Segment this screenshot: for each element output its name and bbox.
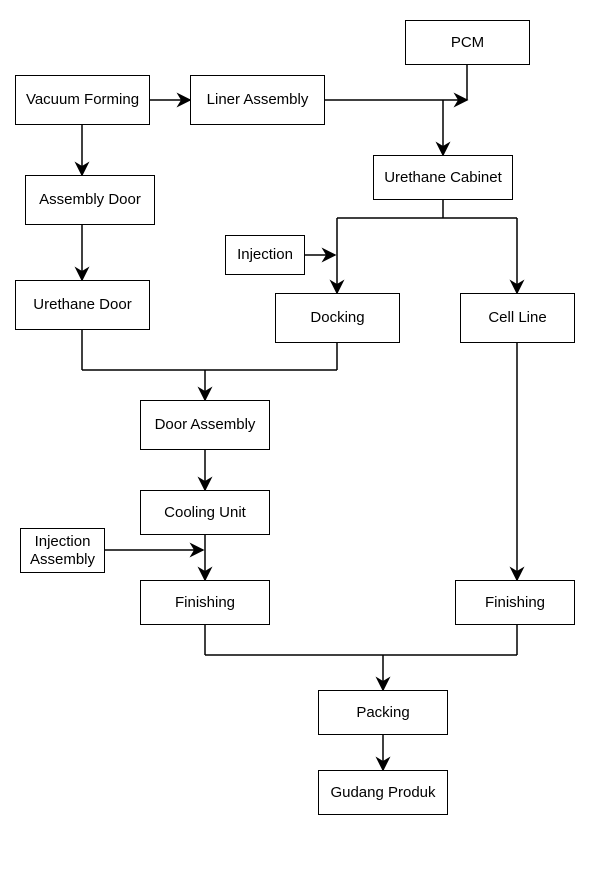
node-label: Cooling Unit: [164, 504, 246, 522]
node-cooling-unit: Cooling Unit: [140, 490, 270, 535]
node-label: Injection Assembly: [30, 533, 95, 569]
node-label: Packing: [356, 704, 409, 722]
node-label: Docking: [310, 309, 364, 327]
flowchart-container: PCM Vacuum Forming Liner Assembly Assemb…: [0, 0, 589, 888]
node-cell-line: Cell Line: [460, 293, 575, 343]
node-label: Vacuum Forming: [26, 91, 139, 109]
node-packing: Packing: [318, 690, 448, 735]
node-label: Urethane Door: [33, 296, 131, 314]
node-label: Door Assembly: [155, 416, 256, 434]
node-urethane-cabinet: Urethane Cabinet: [373, 155, 513, 200]
node-injection: Injection: [225, 235, 305, 275]
node-label: Liner Assembly: [207, 91, 309, 109]
node-vacuum-forming: Vacuum Forming: [15, 75, 150, 125]
flowchart-edges: [0, 0, 589, 888]
node-liner-assembly: Liner Assembly: [190, 75, 325, 125]
node-urethane-door: Urethane Door: [15, 280, 150, 330]
node-label: Injection: [237, 246, 293, 264]
node-injection-assembly: Injection Assembly: [20, 528, 105, 573]
node-label: Urethane Cabinet: [384, 169, 502, 187]
node-label: Gudang Produk: [330, 784, 435, 802]
node-label: Cell Line: [488, 309, 546, 327]
node-pcm: PCM: [405, 20, 530, 65]
node-label: Finishing: [485, 594, 545, 612]
node-label: Finishing: [175, 594, 235, 612]
node-gudang-produk: Gudang Produk: [318, 770, 448, 815]
node-finishing-right: Finishing: [455, 580, 575, 625]
node-assembly-door: Assembly Door: [25, 175, 155, 225]
node-label: Assembly Door: [39, 191, 141, 209]
node-docking: Docking: [275, 293, 400, 343]
node-label: PCM: [451, 34, 484, 52]
node-finishing-left: Finishing: [140, 580, 270, 625]
node-door-assembly: Door Assembly: [140, 400, 270, 450]
